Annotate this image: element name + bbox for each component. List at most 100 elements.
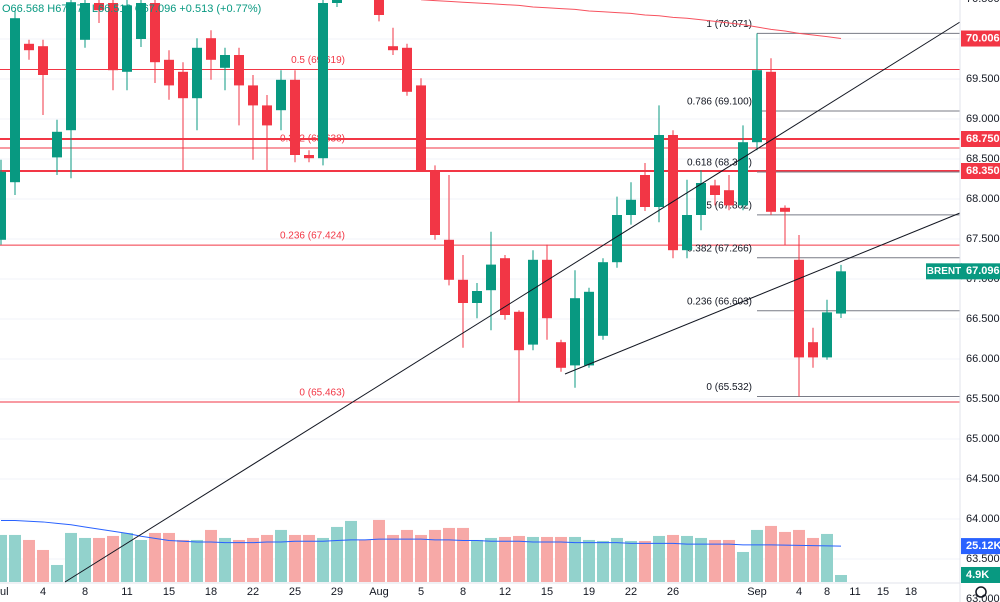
candle-body (836, 271, 846, 314)
y-tick-label: 63.000 (966, 593, 1000, 602)
x-tick-label: 19 (583, 586, 595, 598)
candle-body (528, 259, 538, 345)
candle-body (430, 170, 440, 235)
fib-label: 0 (65.463) (299, 388, 345, 399)
volume-bar (793, 529, 805, 582)
volume-bar (191, 539, 203, 582)
fib-label: 0.236 (67.424) (280, 231, 345, 242)
candle-body (612, 215, 622, 263)
candle-body (682, 215, 692, 251)
volume-bar (751, 529, 763, 582)
price-label: 4.9K (966, 569, 989, 581)
candle-body (556, 342, 566, 368)
candle-body (332, 0, 342, 3)
volume-bar (723, 539, 735, 582)
candle-body (374, 0, 384, 15)
volume-bar (303, 534, 315, 582)
symbol-label: BRENT (927, 266, 961, 277)
y-tick-label: 64.000 (966, 513, 1000, 525)
candle-body (164, 59, 174, 86)
y-tick-label: 69.000 (966, 113, 1000, 125)
volume-bar (457, 527, 469, 582)
volume-bar (79, 537, 91, 582)
y-tick-label: 63.500 (966, 553, 1000, 565)
x-tick-label: 25 (289, 586, 301, 598)
candle-layer (0, 0, 846, 402)
x-tick-label: ul (0, 586, 9, 598)
candle-body (542, 259, 552, 319)
x-tick-label: Sep (747, 586, 767, 598)
volume-bar (345, 520, 357, 582)
candle-body (178, 71, 188, 99)
candle-body (52, 131, 62, 158)
volume-bar (23, 539, 35, 582)
x-tick-label: 15 (163, 586, 175, 598)
y-tick-label: 66.500 (966, 313, 1000, 325)
volume-ma-line (1, 520, 842, 547)
date-axis-bg (0, 583, 1000, 602)
price-label-bg (961, 538, 1000, 555)
level-layer: 0.5 (69.619)0.382 (68.638)0.236 (67.424)… (0, 0, 960, 403)
candle-body (514, 311, 524, 351)
volume-bar (471, 539, 483, 582)
candle-body (794, 259, 804, 358)
candle-body (696, 183, 706, 215)
volume-bar (779, 531, 791, 582)
volume-bar (331, 526, 343, 582)
volume-bar (93, 537, 105, 582)
x-tick-label: 18 (205, 586, 217, 598)
volume-bar (625, 540, 637, 582)
candle-body (402, 47, 412, 92)
x-tick-label: 11 (121, 586, 132, 598)
price-label-bg (961, 30, 1000, 47)
x-tick-label: Aug (369, 586, 389, 598)
candle-body (136, 3, 146, 39)
volume-bar (373, 519, 385, 582)
x-tick-label: 5 (418, 586, 424, 598)
volume-bar (597, 540, 609, 582)
ohlc-header: O66.568 H67.176 L66.512 C67.096 +0.513 (… (2, 3, 261, 15)
candle-body (38, 46, 48, 75)
price-label-bg (961, 131, 1000, 147)
volume-layer (0, 519, 847, 582)
price-label: 67.096 (966, 265, 1000, 277)
candle-body (710, 185, 720, 195)
candle-body (66, 2, 76, 131)
fib-label: 0.786 (69.100) (687, 97, 752, 108)
x-tick-label: 22 (625, 586, 637, 598)
volume-bar (737, 551, 749, 582)
candle-body (626, 199, 636, 215)
x-tick-label: 12 (499, 586, 511, 598)
candle-body (150, 3, 160, 63)
candle-body (780, 207, 790, 212)
ma-line (420, 0, 842, 40)
candle-body (584, 291, 594, 366)
fib-label: 1 (70.071) (706, 19, 752, 30)
candle-body (234, 55, 244, 86)
volume-bar (401, 529, 413, 582)
price-axis-bg (960, 0, 1000, 583)
volume-bar (429, 529, 441, 582)
y-tick-label: 68.000 (966, 193, 1000, 205)
candle-body (444, 239, 454, 280)
settings-icon[interactable] (975, 586, 987, 598)
volume-bar (541, 536, 553, 582)
x-tick-label: 15 (877, 586, 889, 598)
volume-bar (639, 540, 651, 582)
candle-body (388, 46, 398, 51)
volume-bar (611, 537, 623, 582)
candle-body (766, 71, 776, 212)
volume-bar (177, 539, 189, 582)
candle-body (458, 279, 468, 303)
volume-bar (317, 537, 329, 582)
candle-body (276, 79, 286, 111)
x-tick-label: 29 (331, 586, 343, 598)
candle-body (654, 135, 664, 207)
volume-bar (9, 534, 21, 582)
volume-bar (513, 535, 525, 582)
price-label-bg (961, 566, 1000, 583)
x-tick-label: 26 (667, 586, 679, 598)
volume-bar (765, 525, 777, 582)
candle-body (416, 85, 426, 171)
